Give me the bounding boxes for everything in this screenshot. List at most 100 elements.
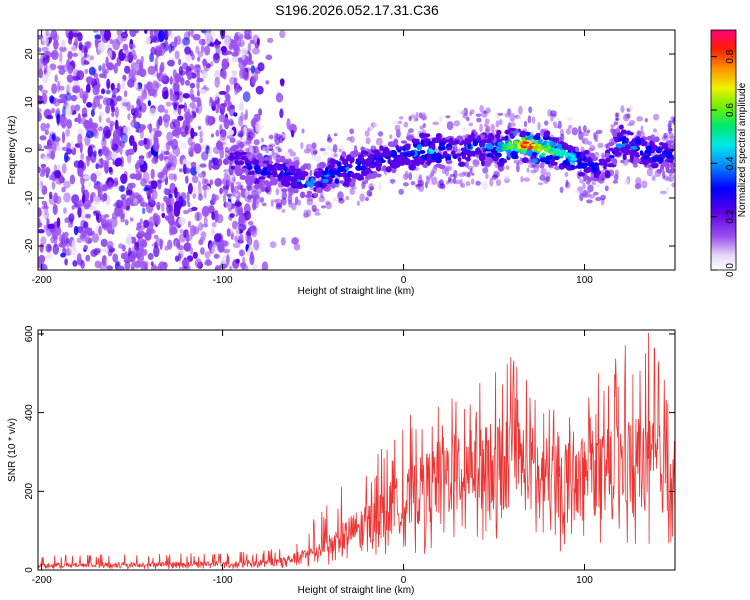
spectrogram-cell xyxy=(139,166,147,173)
spectrogram-cell xyxy=(587,176,592,183)
spectrogram-cell xyxy=(228,118,234,126)
spectrogram-cell xyxy=(465,156,471,162)
spectrogram-cell xyxy=(154,57,159,69)
spectrogram-cell xyxy=(88,205,97,211)
spectrogram-cell xyxy=(166,131,174,142)
spectrogram-cell xyxy=(41,185,48,196)
spectrogram-cell xyxy=(102,97,110,106)
spectrogram-cell xyxy=(189,102,196,109)
spectrogram-cell xyxy=(319,147,326,152)
snr-series xyxy=(38,332,675,570)
spectrogram-cell xyxy=(189,82,196,89)
spectrogram-cell xyxy=(516,115,522,120)
spectrogram-cell xyxy=(471,172,475,176)
spectrogram-cell xyxy=(300,141,304,150)
spectrogram-cell xyxy=(41,89,48,95)
spectrogram-cell xyxy=(209,30,216,42)
spectrogram-cell xyxy=(161,202,165,212)
spectrogram-cell xyxy=(226,135,234,140)
spectrogram-cell xyxy=(409,150,415,157)
spectrogram-cell xyxy=(581,138,586,144)
spectrogram-cell xyxy=(49,95,55,103)
spectrogram-cell xyxy=(93,195,101,206)
spectrogram-cell xyxy=(108,166,113,173)
spectrogram-cell xyxy=(513,140,518,145)
spectrogram-cell xyxy=(672,143,675,149)
spectrogram-cell xyxy=(56,145,61,152)
spectrogram-cell xyxy=(197,172,206,179)
spectrogram-cell xyxy=(526,167,530,173)
spectrogram-cell xyxy=(55,176,64,185)
spectrogram-cell xyxy=(559,186,564,193)
spectrogram-cell xyxy=(219,142,226,146)
spectrogram-cell xyxy=(666,176,671,182)
spectrogram-cell xyxy=(172,82,180,92)
spectrogram-cell xyxy=(150,168,155,180)
spectrogram-cell xyxy=(45,30,49,36)
spectrogram-cell xyxy=(102,247,109,253)
spectrogram-cell xyxy=(145,201,154,214)
spectrogram-cell xyxy=(145,190,151,197)
spectrogram-cell xyxy=(430,153,439,161)
spectrogram-cell xyxy=(475,113,482,117)
spectrogram-cell xyxy=(72,32,79,38)
spectrogram-cell xyxy=(481,140,486,148)
spectrogram-cell xyxy=(55,195,62,205)
spectrogram-cell xyxy=(653,113,660,121)
spectrogram-cell xyxy=(74,201,82,210)
spectrogram-cell xyxy=(237,204,244,217)
spectrogram-cell xyxy=(62,105,66,118)
spectrogram-cell xyxy=(363,151,369,155)
spectrogram-cell xyxy=(254,193,260,200)
spectrogram-cell xyxy=(410,181,416,186)
spectrogram-cell xyxy=(313,171,321,177)
spectrogram-cell xyxy=(106,240,114,250)
spectrogram-cell xyxy=(223,185,227,190)
spectrogram-cell xyxy=(285,151,291,160)
spectrogram-cell xyxy=(153,132,159,144)
spectrogram-cell xyxy=(588,147,595,151)
spectrogram-cell xyxy=(240,249,244,257)
spectrogram-cell xyxy=(88,182,92,187)
spectrogram-cell xyxy=(211,163,220,170)
spectrogram-cell xyxy=(557,120,562,129)
spectrogram-cell xyxy=(84,199,92,208)
spectrogram-cell xyxy=(639,150,644,156)
spectrogram-cell xyxy=(190,127,195,139)
spectrogram-cell xyxy=(240,262,247,270)
spectrogram-cell xyxy=(244,189,249,198)
spectrogram-cell xyxy=(64,258,68,266)
spectrogram-cell xyxy=(196,79,200,91)
spectrogram-cell xyxy=(289,123,297,134)
spectrogram-cell xyxy=(72,260,78,267)
spectrogram-cell xyxy=(441,168,447,174)
spectrogram-cell xyxy=(406,135,414,141)
spectrogram-cell xyxy=(225,93,231,102)
spectrogram-cell xyxy=(513,131,517,137)
spectrogram-cell xyxy=(413,118,419,122)
spectrogram-cell xyxy=(481,159,485,167)
spectrogram-cell xyxy=(98,64,102,72)
spectrogram-cell xyxy=(555,148,561,153)
spectrogram-cell xyxy=(432,121,440,126)
spectrogram-cell xyxy=(385,151,392,155)
spectrogram-cell xyxy=(223,240,229,247)
spectrogram-cell xyxy=(448,176,452,183)
spectrogram-cell xyxy=(627,122,634,127)
spectrogram-cell xyxy=(249,39,255,45)
spectrogram-cell xyxy=(408,128,414,134)
spectrogram-cell xyxy=(607,141,615,147)
spectrogram-cell xyxy=(461,127,467,132)
spectrogram-cell xyxy=(526,149,534,157)
spectrogram-cell xyxy=(626,130,631,135)
spectrogram-cell xyxy=(177,115,184,121)
spectrogram-cell xyxy=(565,151,568,155)
spectrogram-cell xyxy=(112,253,119,263)
spectrogram-cell xyxy=(167,59,175,67)
spectrogram-cell xyxy=(103,30,112,41)
spectrogram-cell xyxy=(217,139,221,150)
spectrogram-cell xyxy=(389,178,396,184)
spectrogram-cell xyxy=(600,194,606,201)
spectrogram-cell xyxy=(204,251,211,259)
